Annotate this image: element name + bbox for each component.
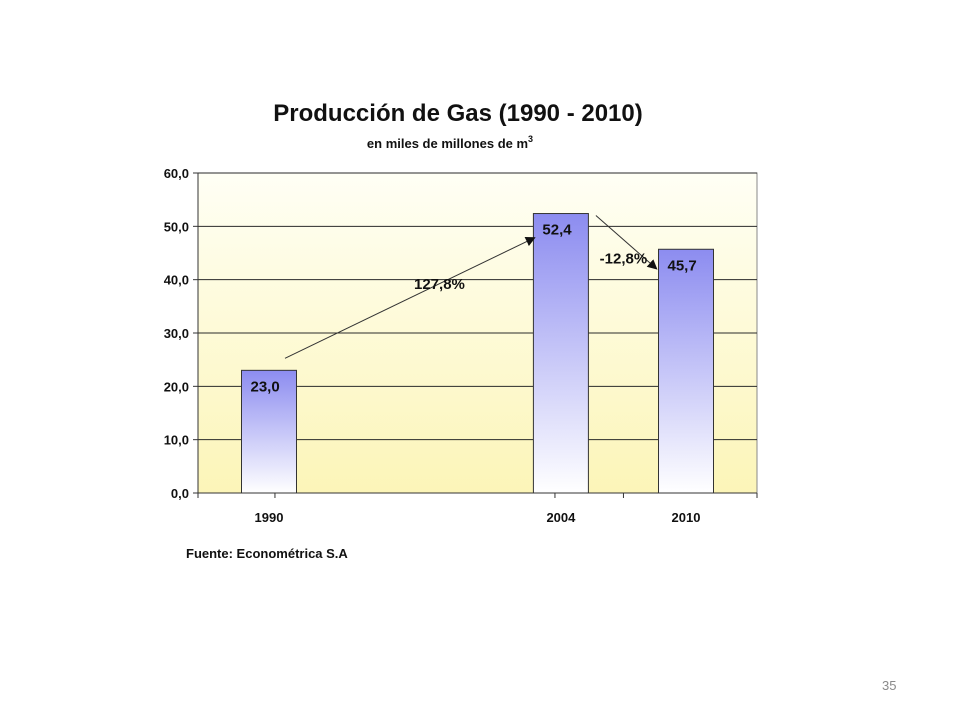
x-tick-label: 2004 — [546, 510, 576, 525]
y-tick-label: 30,0 — [164, 326, 189, 341]
annotations: 127,8% -12,8% — [284, 215, 658, 359]
bar-2004 — [532, 213, 589, 494]
y-tick-label: 60,0 — [164, 166, 189, 181]
chart-subtitle-text: en miles de millones de m — [367, 136, 528, 151]
data-label-1990: 23,0 — [251, 378, 280, 395]
chart-title: Producción de Gas (1990 - 2010) — [273, 100, 642, 127]
chart-subtitle: en miles de millones de m3 — [367, 134, 533, 151]
source-note: Fuente: Econométrica S.A — [186, 546, 348, 561]
data-label-2010: 45,7 — [668, 257, 697, 274]
decline-label: -12,8% — [600, 250, 648, 267]
y-tick-label: 40,0 — [164, 273, 189, 288]
chart-subtitle-superscript: 3 — [528, 134, 533, 144]
y-tick-label: 0,0 — [171, 486, 189, 501]
x-axis-ticks: 1990 2004 2010 — [197, 493, 758, 525]
bar-2010 — [658, 248, 714, 494]
data-label-2004: 52,4 — [542, 222, 572, 239]
growth-label: 127,8% — [414, 276, 465, 293]
decline-arrow — [595, 215, 658, 270]
bar-1990 — [241, 369, 297, 494]
bars: 23,0 52,4 45,7 — [241, 213, 714, 494]
page-number: 35 — [882, 678, 897, 693]
y-tick-label: 50,0 — [164, 219, 189, 234]
y-tick-label: 10,0 — [164, 433, 189, 448]
growth-arrow — [284, 237, 536, 359]
y-tick-label: 20,0 — [164, 379, 189, 394]
x-tick-label: 1990 — [255, 510, 284, 525]
x-tick-label: 2010 — [672, 510, 701, 525]
